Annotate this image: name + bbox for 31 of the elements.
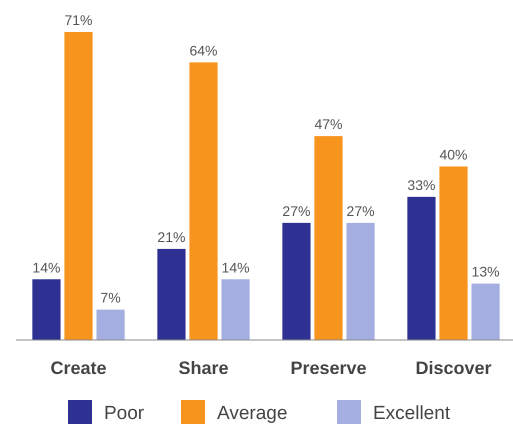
data-label: 14% xyxy=(32,259,60,276)
data-label: 27% xyxy=(282,202,310,219)
bar xyxy=(314,136,343,340)
data-label: 14% xyxy=(222,259,250,276)
bar xyxy=(346,222,375,340)
x-tick-label: Preserve xyxy=(290,358,367,378)
data-label: 40% xyxy=(439,146,468,162)
bar xyxy=(32,279,61,340)
data-label: 7% xyxy=(100,290,121,306)
legend-label: Average xyxy=(217,403,288,424)
data-label: 13% xyxy=(472,264,500,280)
data-label: 21% xyxy=(157,228,186,245)
bar xyxy=(64,32,93,340)
bar xyxy=(471,284,500,340)
bar xyxy=(439,166,468,340)
bar xyxy=(221,279,250,340)
bar xyxy=(96,310,125,340)
x-tick-label: Create xyxy=(50,358,107,378)
bar xyxy=(189,62,218,340)
legend-label: Excellent xyxy=(373,403,451,424)
x-tick-label: Discover xyxy=(415,358,492,378)
x-tick-label: Share xyxy=(178,358,229,378)
data-label: 33% xyxy=(407,176,436,193)
bar xyxy=(282,222,311,340)
legend-label: Poor xyxy=(104,403,145,424)
data-label: 47% xyxy=(314,116,343,132)
data-label: 64% xyxy=(189,42,218,58)
bar xyxy=(407,196,436,340)
data-label: 27% xyxy=(346,202,375,219)
data-label: 71% xyxy=(64,12,93,28)
bar xyxy=(157,248,186,340)
